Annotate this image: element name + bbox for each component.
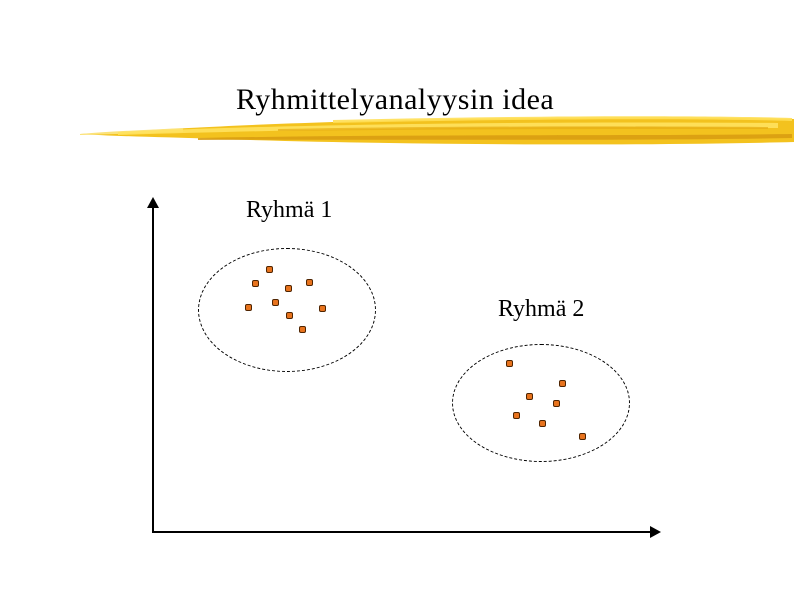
data-point (252, 280, 259, 287)
data-point (506, 360, 513, 367)
data-point (245, 304, 252, 311)
cluster-1-label: Ryhmä 1 (246, 197, 333, 223)
title-underline-brush-stroke (80, 116, 794, 145)
data-point (266, 266, 273, 273)
data-point (272, 299, 279, 306)
cluster-ellipse-1 (198, 248, 376, 372)
x-axis-line (152, 531, 652, 533)
cluster-2-label: Ryhmä 2 (498, 296, 585, 322)
y-axis-arrowhead-icon (147, 197, 159, 208)
page-title: Ryhmittelyanalyysin idea (236, 83, 555, 116)
data-point (319, 305, 326, 312)
cluster-ellipse-2 (452, 344, 630, 462)
data-point (579, 433, 586, 440)
data-point (559, 380, 566, 387)
x-axis-arrowhead-icon (650, 526, 661, 538)
data-point (306, 279, 313, 286)
data-point (286, 312, 293, 319)
data-point (539, 420, 546, 427)
data-point (526, 393, 533, 400)
data-point (299, 326, 306, 333)
y-axis-line (152, 206, 154, 533)
data-point (553, 400, 560, 407)
data-point (285, 285, 292, 292)
data-point (513, 412, 520, 419)
